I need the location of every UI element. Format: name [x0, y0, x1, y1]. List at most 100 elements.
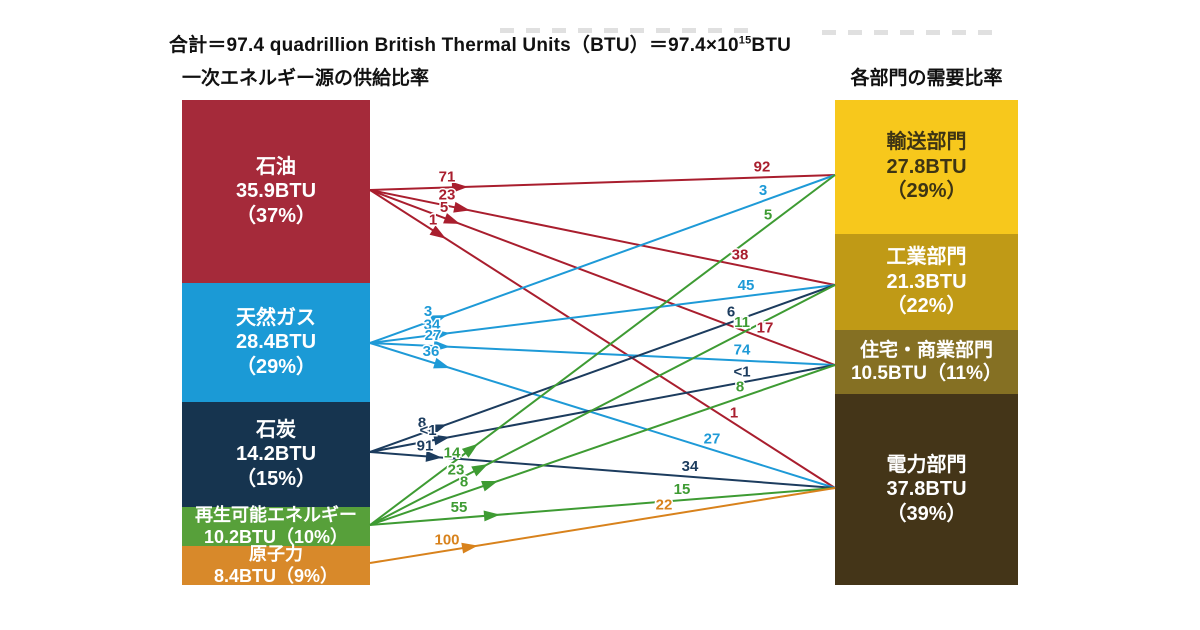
flow-arrowhead-coal-electric [425, 450, 442, 462]
demand-column-header: 各部門の需要比率 [850, 68, 1003, 89]
diagram-title: 合計＝97.4 quadrillion British Thermal Unit… [150, 30, 810, 57]
flow-line-coal-industry [369, 284, 836, 453]
supply-column-header: 一次エネルギー源の供給比率 [182, 68, 430, 89]
source-block-label: （37%） [235, 204, 317, 227]
flow-target-percent-gas-industry: 45 [738, 277, 755, 294]
flow-arrowhead-coal-industry [430, 424, 447, 435]
flow-source-percent-nuclear-electric: 100 [434, 532, 459, 549]
flow-source-percent-oil-industry: 23 [439, 187, 456, 204]
flow-line-gas-residential [369, 342, 836, 366]
flow-arrowhead-renewable-electric [483, 510, 500, 522]
flow-source-percent-renewable-residential: 8 [460, 474, 468, 491]
flow-line-gas-industry [369, 284, 836, 344]
flow-source-percent-gas-transport: 3 [424, 303, 432, 320]
flow-arrowhead-gas-electric [433, 357, 450, 369]
flow-source-percent-renewable-transport: 14 [444, 444, 461, 461]
sector-block-label: （39%） [886, 502, 967, 525]
flow-line-renewable-electric [369, 487, 836, 526]
source-block-coal: 石炭 14.2BTU （15%） [182, 402, 370, 507]
flow-source-percent-coal-residential: <1 [419, 422, 436, 439]
source-block-label: 再生可能エネルギー [195, 504, 357, 525]
sector-block-label: 27.8BTU [886, 155, 967, 178]
sector-block-industry: 工業部門 21.3BTU （22%） [835, 234, 1018, 330]
flow-target-percent-gas-transport: 3 [759, 182, 767, 199]
source-block-label: 石油 [256, 155, 296, 178]
flow-source-percent-gas-residential: 27 [425, 327, 442, 344]
sector-block-electric: 電力部門 37.8BTU （39%） [835, 394, 1018, 585]
source-block-label: 14.2BTU [235, 443, 317, 466]
flow-target-percent-nuclear-electric: 22 [656, 497, 673, 514]
flow-arrowhead-oil-transport [451, 181, 468, 193]
flow-target-percent-coal-residential: <1 [733, 363, 750, 380]
flow-source-percent-oil-residential: 5 [440, 199, 448, 216]
flow-arrowhead-oil-industry [453, 201, 470, 213]
cropped-text-artifact [500, 28, 760, 33]
flow-target-percent-gas-electric: 27 [704, 431, 721, 448]
flow-source-percent-coal-electric: 91 [417, 437, 434, 454]
sector-block-label: 37.8BTU [886, 478, 967, 501]
flow-target-percent-renewable-industry: 11 [734, 314, 750, 331]
flow-line-gas-electric [369, 342, 836, 489]
sector-block-label: 21.3BTU [886, 270, 967, 293]
sector-block-label: 住宅・商業部門 [859, 339, 993, 361]
flow-target-percent-oil-industry: 38 [732, 247, 749, 264]
flow-source-percent-oil-transport: 71 [439, 169, 456, 186]
sector-block-residential: 住宅・商業部門 10.5BTU（11%） [835, 330, 1018, 394]
flow-source-percent-coal-industry: 8 [418, 414, 426, 431]
flow-source-percent-gas-electric: 36 [423, 343, 440, 360]
flow-target-percent-renewable-residential: 8 [736, 379, 744, 396]
title-text: 合計＝97.4 quadrillion British Thermal Unit… [168, 35, 739, 56]
source-block-label: 8.4BTU（9%） [213, 565, 339, 586]
flow-line-gas-transport [369, 174, 836, 344]
flow-arrowhead-renewable-residential [481, 480, 498, 492]
sector-block-label: 10.5BTU（11%） [850, 363, 1002, 384]
flow-arrowhead-gas-industry [433, 329, 450, 341]
sector-block-label: 工業部門 [886, 246, 967, 269]
source-block-label: 28.4BTU [235, 331, 317, 354]
source-block-renewable: 再生可能エネルギー 10.2BTU（10%） [182, 504, 370, 547]
source-block-label: （29%） [235, 355, 317, 378]
flow-target-percent-renewable-electric: 15 [674, 481, 691, 498]
source-block-oil: 石油 35.9BTU （37%） [182, 100, 370, 283]
source-block-label: 石炭 [256, 418, 296, 441]
flow-arrowhead-gas-residential [433, 340, 450, 352]
flow-line-nuclear-electric [369, 487, 836, 564]
sector-block-label: （29%） [886, 180, 967, 203]
source-block-nuclear: 原子力 8.4BTU（9%） [182, 543, 370, 586]
flow-arrowhead-oil-electric [429, 225, 446, 239]
flow-arrowhead-gas-transport [430, 315, 447, 326]
flow-line-oil-industry [369, 189, 836, 286]
source-block-label: （15%） [235, 467, 317, 490]
flow-line-oil-electric [369, 189, 836, 489]
sector-block-label: 輸送部門 [886, 131, 967, 154]
flow-target-percent-gas-residential: 74 [734, 342, 751, 359]
cropped-text-artifact [822, 30, 1002, 35]
flow-source-percent-gas-industry: 34 [424, 316, 441, 333]
flow-target-percent-coal-electric: 34 [682, 458, 699, 475]
flow-arrowhead-nuclear-electric [461, 542, 478, 554]
flow-arrowhead-renewable-transport [461, 443, 478, 458]
flow-target-percent-oil-electric: 1 [730, 404, 738, 421]
sector-block-transport: 輸送部門 27.8BTU （29%） [835, 100, 1018, 234]
flow-line-oil-residential [369, 189, 836, 366]
flow-line-renewable-residential [369, 364, 836, 526]
title-exponent: 15 [738, 34, 752, 47]
flow-target-percent-oil-residential: 17 [757, 320, 774, 337]
flow-line-oil-transport [369, 174, 836, 191]
sector-block-label: 電力部門 [886, 453, 967, 476]
flow-source-percent-renewable-electric: 55 [451, 499, 468, 516]
source-block-label: 原子力 [249, 543, 303, 564]
flow-target-percent-coal-industry: 6 [727, 303, 735, 320]
flow-line-coal-residential [369, 364, 836, 453]
sector-block-label: （22%） [886, 295, 967, 318]
flow-target-percent-renewable-transport: 5 [764, 206, 772, 223]
flow-target-percent-oil-transport: 92 [754, 158, 771, 175]
source-block-label: 35.9BTU [235, 180, 317, 203]
flow-source-percent-renewable-industry: 23 [448, 462, 465, 479]
flow-line-coal-electric [369, 451, 836, 489]
flow-arrowhead-oil-residential [443, 213, 460, 224]
source-block-label: 10.2BTU（10%） [203, 526, 349, 547]
source-block-gas: 天然ガス 28.4BTU （29%） [182, 283, 370, 402]
